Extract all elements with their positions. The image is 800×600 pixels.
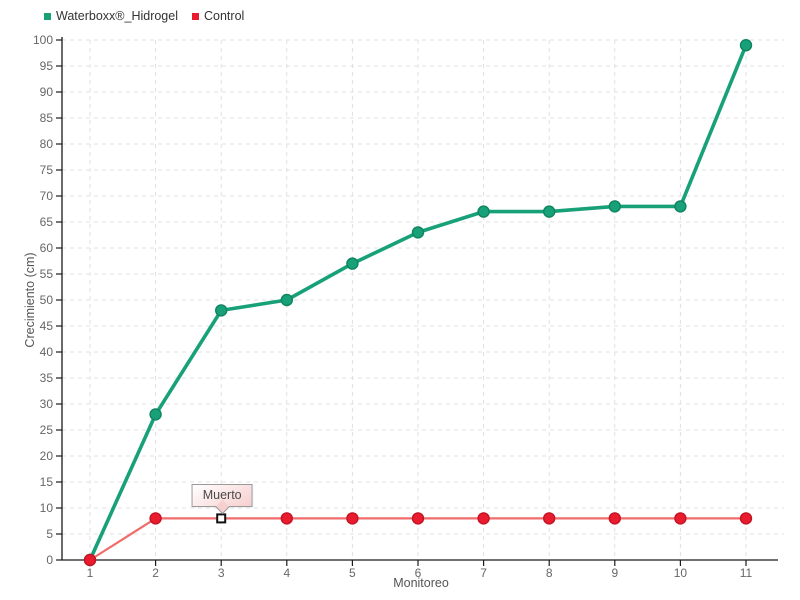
data-point-series-0[interactable] xyxy=(608,200,621,213)
data-point-series-0[interactable] xyxy=(149,408,162,421)
x-tick-label: 6 xyxy=(415,566,422,580)
x-tick-label: 4 xyxy=(283,566,290,580)
data-point-series-0[interactable] xyxy=(280,293,293,307)
data-point-series-1[interactable] xyxy=(543,512,556,525)
data-point-series-0[interactable] xyxy=(346,257,359,270)
annotation-tooltip-muerto: Muerto xyxy=(191,484,253,508)
y-tick-label: 90 xyxy=(40,85,54,99)
x-tick-label: 11 xyxy=(740,566,753,580)
legend-label-waterboxx: Waterboxx®_Hidrogel xyxy=(56,9,178,23)
y-tick-label: 15 xyxy=(40,475,54,489)
y-tick-label: 75 xyxy=(40,163,54,177)
y-tick-label: 20 xyxy=(40,449,54,463)
data-point-series-1[interactable] xyxy=(83,553,97,567)
y-tick-label: 85 xyxy=(40,111,54,125)
y-tick-label: 35 xyxy=(40,371,54,385)
y-tick-label: 25 xyxy=(40,423,54,437)
y-axis-title: Crecimiento (cm) xyxy=(23,252,37,348)
legend-swatch-waterboxx-icon xyxy=(44,12,51,20)
x-tick-label: 7 xyxy=(480,566,487,580)
y-tick-label: 95 xyxy=(40,59,54,73)
x-tick-label: 8 xyxy=(546,566,553,580)
x-tick-label: 9 xyxy=(611,566,618,580)
annotation-text: Muerto xyxy=(202,488,242,503)
data-point-series-1[interactable] xyxy=(411,512,425,525)
y-tick-label: 60 xyxy=(40,241,54,255)
chart-legend: Waterboxx®_Hidrogel Control xyxy=(44,9,244,23)
data-point-series-1[interactable] xyxy=(149,512,162,525)
data-point-series-1[interactable] xyxy=(477,512,490,525)
x-tick-label: 3 xyxy=(218,566,225,580)
y-tick-label: 65 xyxy=(40,215,54,229)
legend-label-control: Control xyxy=(204,9,245,23)
y-tick-label: 100 xyxy=(33,33,53,47)
data-point-series-0[interactable] xyxy=(477,205,490,218)
data-point-series-0[interactable] xyxy=(543,205,556,218)
y-tick-label: 5 xyxy=(46,527,53,541)
data-point-series-1[interactable] xyxy=(280,512,293,525)
x-axis-title: Monitoreo xyxy=(393,576,449,590)
data-point-series-0[interactable] xyxy=(411,226,425,239)
legend-swatch-control-icon xyxy=(192,12,199,20)
data-point-series-1[interactable] xyxy=(346,512,359,525)
x-tick-label: 5 xyxy=(349,566,356,580)
y-tick-label: 80 xyxy=(40,137,54,151)
y-tick-label: 10 xyxy=(40,501,54,515)
data-point-series-0[interactable] xyxy=(214,304,228,317)
legend-item-control[interactable]: Control xyxy=(192,9,244,23)
data-point-series-1[interactable] xyxy=(739,512,753,525)
data-point-series-1[interactable] xyxy=(674,512,687,525)
data-point-dead-marker[interactable] xyxy=(216,513,227,524)
y-tick-label: 30 xyxy=(40,397,54,411)
data-point-series-1[interactable] xyxy=(608,512,621,525)
y-tick-label: 70 xyxy=(40,189,54,203)
x-tick-label: 1 xyxy=(87,566,94,580)
legend-item-waterboxx[interactable]: Waterboxx®_Hidrogel xyxy=(44,9,178,23)
y-tick-label: 0 xyxy=(46,553,53,567)
x-tick-label: 10 xyxy=(674,566,688,580)
x-tick-label: 2 xyxy=(152,566,159,580)
data-point-series-0[interactable] xyxy=(739,39,753,52)
y-tick-label: 40 xyxy=(40,345,54,359)
y-tick-label: 45 xyxy=(40,319,54,333)
y-tick-label: 50 xyxy=(40,293,54,307)
data-point-series-0[interactable] xyxy=(674,200,687,213)
y-tick-label: 55 xyxy=(40,267,54,281)
